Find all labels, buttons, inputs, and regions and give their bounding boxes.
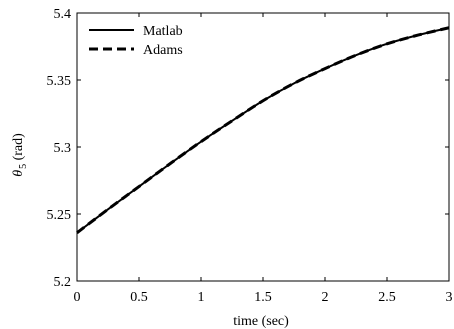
y-tick-label: 5.25: [47, 208, 72, 223]
series-layer: [76, 26, 450, 234]
legend-box: [81, 18, 201, 62]
x-axis-label: time (sec): [233, 314, 289, 329]
x-tick-label: 1.5: [254, 290, 272, 305]
y-tick-label: 5.4: [54, 7, 72, 22]
y-axis-symbol: θ: [11, 170, 26, 177]
y-axis-label: θ5 (rad): [11, 133, 29, 177]
x-tick-label: 1: [198, 290, 205, 305]
x-tick-labels: 0 0.5 1 1.5 2 2.5 3: [74, 290, 453, 305]
y-tick-labels: 5.2 5.25 5.3 5.35 5.4: [47, 7, 72, 290]
y-tick-label: 5.3: [54, 141, 72, 156]
y-axis-unit: (rad): [11, 133, 26, 161]
tick-layer: [76, 12, 450, 282]
plot-area: [76, 12, 450, 282]
y-tick-label: 5.2: [54, 275, 72, 290]
x-tick-label: 2: [322, 290, 329, 305]
x-tick-label: 0.5: [130, 290, 148, 305]
legend-label-matlab: Matlab: [143, 24, 183, 39]
y-tick-label: 5.35: [47, 74, 72, 89]
x-tick-label: 2.5: [378, 290, 396, 305]
series-line-adams: [76, 26, 450, 234]
x-tick-label: 3: [446, 290, 453, 305]
legend-label-adams: Adams: [143, 43, 183, 58]
legend: Matlab Adams: [81, 18, 201, 62]
x-tick-label: 0: [74, 290, 81, 305]
y-axis-subscript: 5: [18, 164, 29, 169]
